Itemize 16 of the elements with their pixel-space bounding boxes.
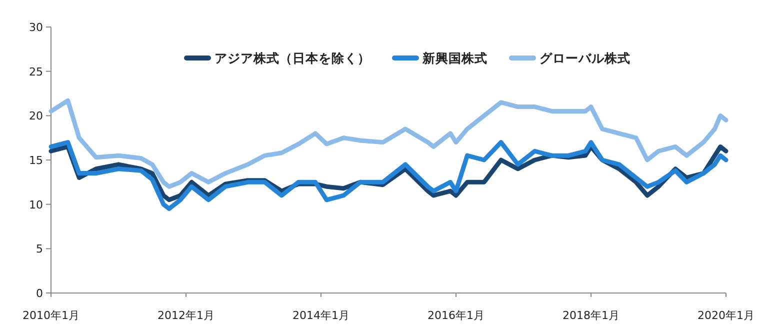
legend-label: 新興国株式 bbox=[422, 50, 488, 66]
xtick: 2012年1月 bbox=[158, 309, 214, 322]
legend-label: アジア株式（日本を除く） bbox=[214, 50, 370, 66]
ytick: 10 bbox=[29, 198, 43, 212]
legend-label: グローバル株式 bbox=[540, 50, 630, 66]
ytick: 15 bbox=[29, 154, 43, 167]
xtick: 2020年1月 bbox=[698, 309, 754, 322]
ytick: 20 bbox=[29, 110, 43, 123]
ytick: 5 bbox=[36, 242, 43, 256]
ytick: 0 bbox=[36, 287, 43, 300]
xtick: 2016年1月 bbox=[428, 309, 484, 322]
xtick: 2010年1月 bbox=[22, 309, 80, 322]
ytick: 25 bbox=[29, 65, 43, 78]
xtick: 2018年1月 bbox=[562, 309, 620, 322]
xtick: 2014年1月 bbox=[292, 309, 350, 322]
ytick: 30 bbox=[29, 21, 43, 34]
